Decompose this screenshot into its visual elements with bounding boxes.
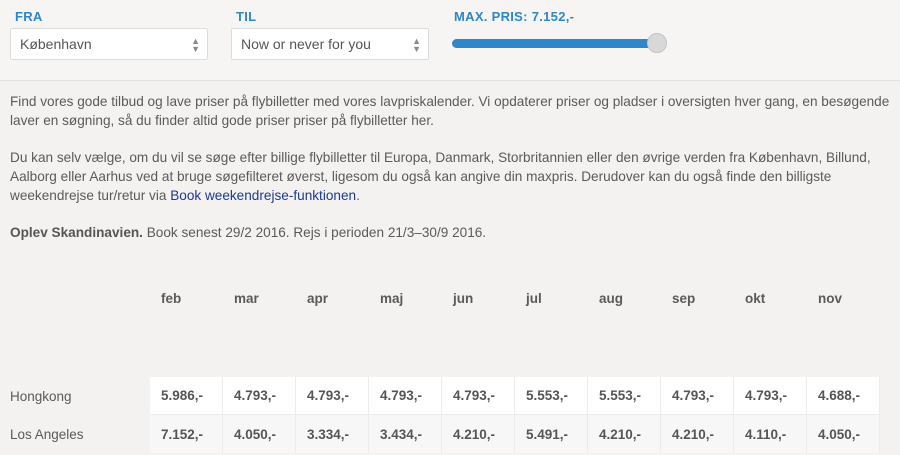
month-header-row: feb mar apr maj jun jul aug sep okt nov — [10, 282, 880, 339]
price-cell[interactable]: 4.050,- — [807, 415, 880, 453]
price-cell[interactable]: 5.553,- — [588, 377, 661, 415]
price-cell[interactable]: 3.434,- — [369, 415, 442, 453]
spacer-row — [10, 339, 880, 377]
price-cell[interactable]: 4.210,- — [661, 415, 734, 453]
price-cell[interactable]: 4.110,- — [734, 415, 807, 453]
fra-select-value: København — [20, 36, 92, 52]
destination-column-header — [10, 282, 150, 339]
price-cell[interactable]: 5.553,- — [515, 377, 588, 415]
select-arrows-icon: ▲ ▼ — [191, 36, 200, 54]
table-row: Los Angeles 7.152,- 4.050,- 3.334,- 3.43… — [10, 415, 880, 453]
price-cell[interactable]: 4.688,- — [807, 377, 880, 415]
month-header: maj — [380, 291, 404, 306]
intro-text: Find vores gode tilbud og lave priser på… — [10, 92, 890, 260]
select-arrows-icon: ▲ ▼ — [412, 36, 421, 54]
til-select[interactable]: Now or never for you ▲ ▼ — [231, 28, 429, 60]
intro-p3-text: Book senest 29/2 2016. Rejs i perioden 2… — [142, 225, 487, 240]
price-cell[interactable]: 7.152,- — [150, 415, 223, 453]
max-pris-slider-track[interactable] — [452, 39, 664, 48]
fra-select[interactable]: København ▲ ▼ — [10, 28, 208, 60]
price-cell[interactable]: 4.050,- — [223, 415, 296, 453]
price-cell[interactable]: 4.210,- — [442, 415, 515, 453]
month-header: mar — [234, 291, 259, 306]
month-header: jun — [453, 291, 474, 306]
oplev-skandinavien-heading: Oplev Skandinavien. — [10, 225, 143, 240]
til-label: TIL — [236, 9, 257, 24]
price-cell[interactable]: 4.793,- — [296, 377, 369, 415]
price-calendar-table: feb mar apr maj jun jul aug sep okt nov … — [10, 282, 880, 453]
price-cell[interactable]: 4.793,- — [734, 377, 807, 415]
fra-label: FRA — [15, 9, 43, 24]
filter-bar: FRA København ▲ ▼ TIL Now or never for yo… — [0, 0, 900, 81]
max-pris-label: MAX. PRIS: 7.152,- — [454, 9, 575, 24]
book-weekendrejse-link[interactable]: Book weekendrejse-funktionen — [170, 188, 357, 203]
price-cell[interactable]: 4.793,- — [442, 377, 515, 415]
price-cell[interactable]: 5.986,- — [150, 377, 223, 415]
month-header: nov — [818, 291, 843, 306]
price-cell[interactable]: 4.793,- — [223, 377, 296, 415]
destination-los-angeles: Los Angeles — [10, 426, 84, 442]
price-cell[interactable]: 4.793,- — [661, 377, 734, 415]
price-cell[interactable]: 4.793,- — [369, 377, 442, 415]
month-header: jul — [526, 291, 542, 306]
max-pris-slider-handle[interactable] — [647, 33, 667, 53]
intro-p2-text: Du kan selv vælge, om du vil se søge eft… — [10, 150, 871, 203]
month-header: feb — [161, 291, 182, 306]
destination-hongkong: Hongkong — [10, 388, 72, 404]
price-cell[interactable]: 3.334,- — [296, 415, 369, 453]
intro-paragraph-1: Find vores gode tilbud og lave priser på… — [10, 94, 890, 128]
intro-p2-end: . — [356, 188, 360, 203]
price-cell[interactable]: 4.210,- — [588, 415, 661, 453]
month-header: sep — [672, 291, 696, 306]
intro-paragraph-3: Oplev Skandinavien. Book senest 29/2 201… — [10, 223, 890, 242]
month-header: okt — [745, 291, 766, 306]
til-select-value: Now or never for you — [241, 36, 371, 52]
table-row: Hongkong 5.986,- 4.793,- 4.793,- 4.793,-… — [10, 377, 880, 415]
month-header: apr — [307, 291, 329, 306]
month-header: aug — [599, 291, 624, 306]
intro-paragraph-2: Du kan selv vælge, om du vil se søge eft… — [10, 148, 890, 205]
price-cell[interactable]: 5.491,- — [515, 415, 588, 453]
